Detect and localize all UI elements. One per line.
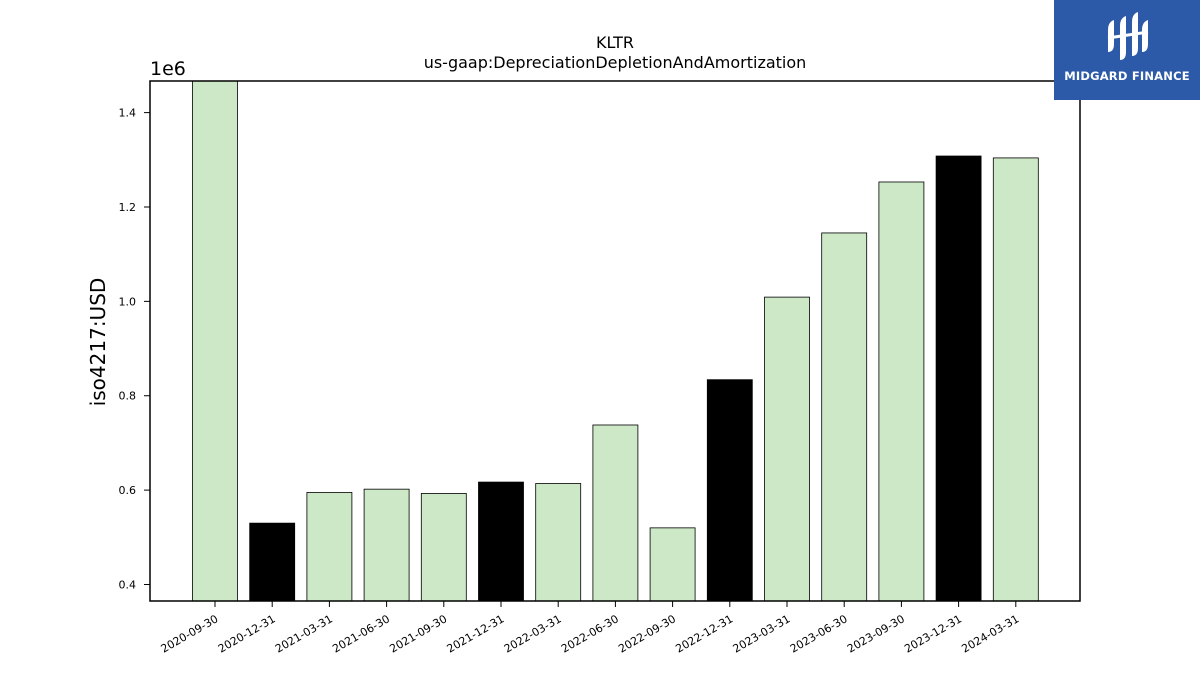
x-tick-label: 2023-09-30	[845, 612, 907, 655]
bar-2023-06-30	[821, 232, 868, 602]
x-tick-label: 2021-12-31	[445, 612, 507, 655]
bar-2022-06-30	[592, 424, 639, 602]
plot-frame	[149, 80, 1081, 602]
y-tick-label: 1.4	[119, 107, 137, 120]
y-tick-label: 0.4	[119, 578, 137, 591]
x-tick-label: 2022-03-31	[502, 612, 564, 655]
x-tick-label: 2020-09-30	[159, 612, 221, 655]
midgard-logo: MIDGARD FINANCE	[1054, 0, 1200, 100]
bar-2023-03-31	[764, 296, 810, 602]
x-tick-label: 2023-12-31	[902, 612, 964, 655]
bars-group	[192, 80, 1039, 602]
x-tick-label: 2023-06-30	[788, 612, 850, 655]
bar-2020-09-30	[192, 80, 238, 602]
bar-2021-06-30	[363, 488, 410, 602]
x-tick-label: 2022-12-31	[673, 612, 735, 655]
x-tick-label: 2020-12-31	[216, 612, 278, 655]
bar-2020-12-31	[249, 522, 296, 602]
bar-2022-03-31	[535, 483, 582, 602]
x-tick-label: 2022-09-30	[616, 612, 678, 655]
y-offset-label: 1e6	[150, 58, 186, 80]
x-tick-label: 2022-06-30	[559, 612, 621, 655]
bar-2023-09-30	[878, 181, 925, 602]
y-axis-label: iso4217:USD	[86, 278, 110, 407]
bar-2022-09-30	[649, 527, 696, 602]
chart-subtitle: us-gaap:DepreciationDepletionAndAmortiza…	[424, 53, 807, 72]
x-tick-label: 2021-09-30	[387, 612, 449, 655]
bar-2024-03-31	[992, 157, 1039, 602]
bar-2021-03-31	[306, 492, 353, 602]
y-tick-label: 1.0	[119, 295, 137, 308]
logo-text: MIDGARD FINANCE	[1064, 69, 1190, 83]
x-ticks-group: 2020-09-302020-12-312021-03-312021-06-30…	[159, 601, 1021, 656]
midgard-logo-icon	[1107, 12, 1149, 60]
x-tick-label: 2021-03-31	[273, 612, 335, 655]
x-tick-label: 2023-03-31	[731, 612, 793, 655]
chart-title: KLTR	[596, 33, 634, 52]
x-tick-label: 2021-06-30	[330, 612, 392, 655]
bar-2022-12-31	[706, 379, 753, 602]
y-ticks-group: 0.4 0.6 0.8 1.0 1.2 1.4	[119, 107, 150, 591]
bar-2021-09-30	[420, 493, 467, 602]
bar-2021-12-31	[478, 481, 524, 602]
x-tick-label: 2024-03-31	[959, 612, 1021, 655]
y-tick-label: 1.2	[119, 201, 137, 214]
y-tick-label: 0.6	[119, 484, 137, 497]
bar-2023-12-31	[935, 155, 982, 602]
y-tick-label: 0.8	[119, 390, 137, 403]
